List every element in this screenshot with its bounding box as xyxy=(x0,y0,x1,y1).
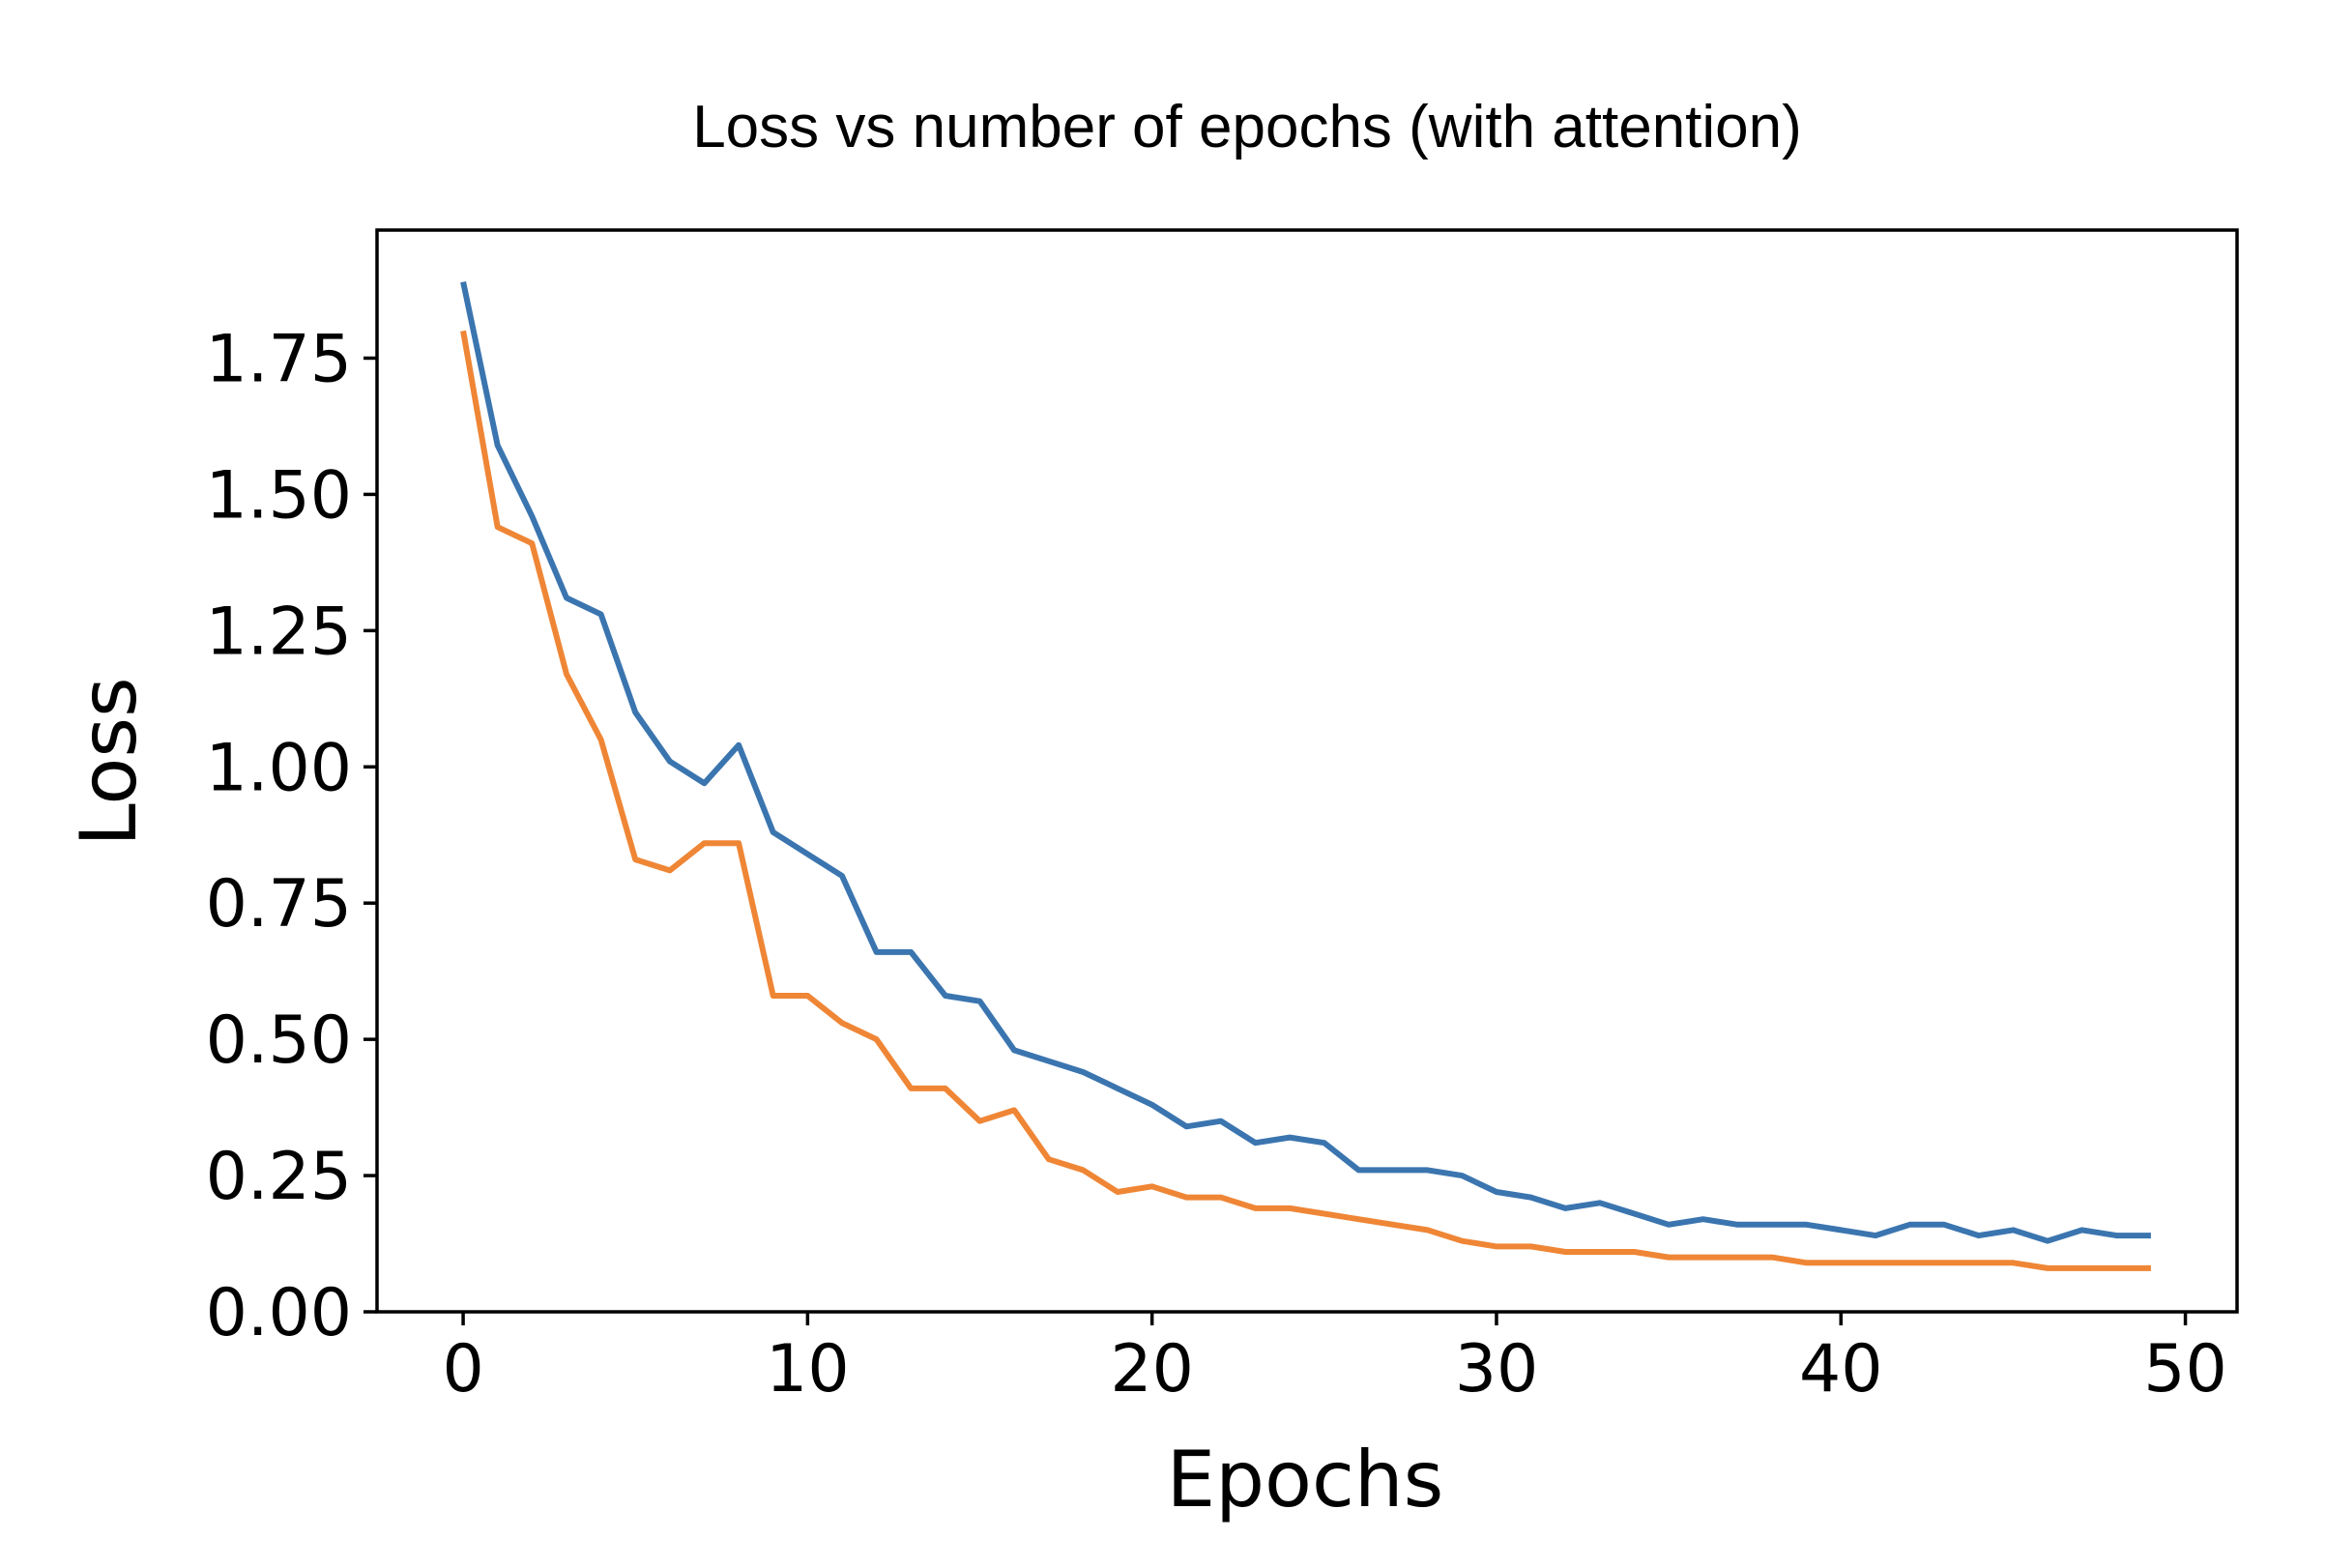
y-tick-label: 1.25 xyxy=(206,594,352,670)
y-tick-label: 1.50 xyxy=(206,457,352,534)
series-line-1 xyxy=(460,280,2151,1244)
y-tick-label: 0.25 xyxy=(206,1139,352,1215)
y-tick-label: 0.50 xyxy=(206,1002,352,1079)
y-tick-label: 0.00 xyxy=(206,1275,352,1351)
y-tick-label: 1.00 xyxy=(206,730,352,806)
chart-title: Loss vs number of epochs (with attention… xyxy=(692,94,1802,160)
y-tick-label: 1.75 xyxy=(206,321,352,397)
x-tick-label: 40 xyxy=(1799,1331,1883,1408)
axes-frame xyxy=(375,228,2239,1314)
y-tick-label: 0.75 xyxy=(206,866,352,943)
x-tick-label: 30 xyxy=(1455,1331,1539,1408)
series-line-2 xyxy=(460,330,2151,1271)
x-tick-label: 0 xyxy=(442,1331,483,1408)
y-axis-label: Loss xyxy=(64,677,154,846)
x-tick-label: 50 xyxy=(2143,1331,2227,1408)
x-tick-label: 20 xyxy=(1110,1331,1194,1408)
plot-area: 0 10 20 30 40 50 0.00 0.25 0.50 0.75 1.00 1.25 1.50 1… xyxy=(206,228,2239,1408)
x-axis-label: Epochs xyxy=(1167,1435,1444,1524)
x-tick-label: 10 xyxy=(766,1331,850,1408)
